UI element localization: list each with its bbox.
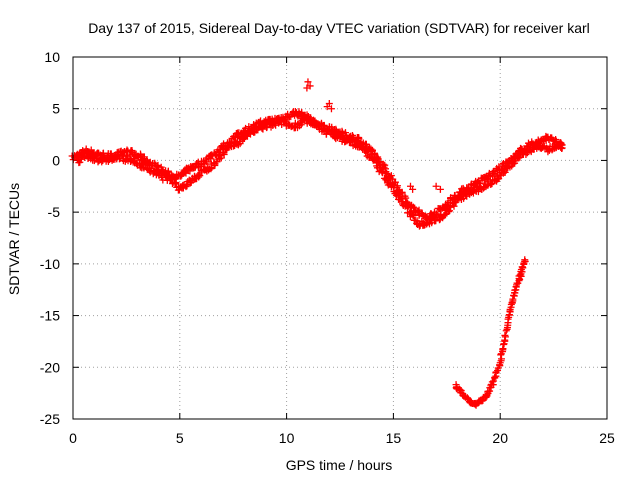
data-point — [409, 185, 417, 193]
x-tick-label: 20 — [492, 430, 508, 446]
data-point — [304, 78, 312, 86]
data-point — [432, 182, 440, 190]
y-tick-label: -25 — [40, 411, 60, 427]
data-point — [168, 173, 176, 181]
data-point — [236, 140, 244, 148]
data-point — [403, 203, 411, 211]
data-point — [501, 331, 509, 339]
y-tick-label: -15 — [40, 308, 60, 324]
data-point — [509, 295, 517, 303]
data-point — [217, 154, 225, 162]
y-axis-label: SDTVAR / TECUs — [6, 183, 22, 295]
data-point — [488, 378, 496, 386]
y-tick-label: 10 — [44, 49, 60, 65]
data-point — [303, 84, 311, 92]
x-axis-label: GPS time / hours — [286, 457, 393, 473]
data-point — [558, 141, 566, 149]
data-point — [402, 194, 410, 202]
data-point — [491, 373, 499, 381]
data-point — [186, 167, 194, 175]
data-point — [309, 116, 317, 124]
series-secondary-trace — [73, 111, 566, 230]
data-point — [379, 169, 387, 177]
data-point — [521, 256, 529, 264]
y-tick-label: -5 — [48, 204, 61, 220]
data-point — [515, 154, 523, 162]
data-point — [195, 173, 203, 181]
data-point — [499, 345, 507, 353]
data-series — [68, 78, 566, 409]
data-point — [520, 259, 528, 267]
y-tick-label: -10 — [40, 256, 60, 272]
data-point — [181, 168, 189, 176]
x-tick-label: 10 — [279, 430, 295, 446]
data-point — [303, 111, 311, 119]
data-point — [172, 179, 180, 187]
data-point — [415, 206, 423, 214]
data-point — [196, 172, 204, 180]
data-point — [220, 151, 228, 159]
data-point — [402, 201, 410, 209]
data-point — [445, 208, 453, 216]
grid-lines — [73, 57, 607, 419]
data-point — [76, 158, 84, 166]
data-point — [421, 212, 429, 220]
data-point — [323, 103, 331, 111]
data-point — [408, 210, 416, 218]
data-point — [319, 125, 327, 133]
plot-frame — [72, 56, 608, 420]
data-point — [464, 394, 472, 402]
data-point — [327, 105, 335, 113]
data-point — [391, 178, 399, 186]
data-point — [502, 327, 510, 335]
data-point — [162, 173, 170, 181]
data-point — [488, 180, 496, 188]
data-point — [409, 212, 417, 220]
data-point — [436, 185, 444, 193]
y-tick-label: -20 — [40, 359, 60, 375]
data-point — [363, 149, 371, 157]
y-tick-label: 0 — [52, 152, 60, 168]
data-point — [492, 368, 500, 376]
y-tick-label: 5 — [52, 101, 60, 117]
data-point — [239, 135, 247, 143]
x-tick-label: 15 — [386, 430, 402, 446]
data-point — [142, 161, 150, 169]
chart-title: Day 137 of 2015, Sidereal Day-to-day VTE… — [88, 20, 590, 36]
x-tick-label: 5 — [176, 430, 184, 446]
data-point — [522, 150, 530, 158]
series-late-trace — [452, 256, 529, 409]
series-isolated-points — [303, 78, 444, 220]
data-point — [409, 203, 417, 211]
x-tick-label: 25 — [599, 430, 615, 446]
x-tick-label: 0 — [69, 430, 77, 446]
